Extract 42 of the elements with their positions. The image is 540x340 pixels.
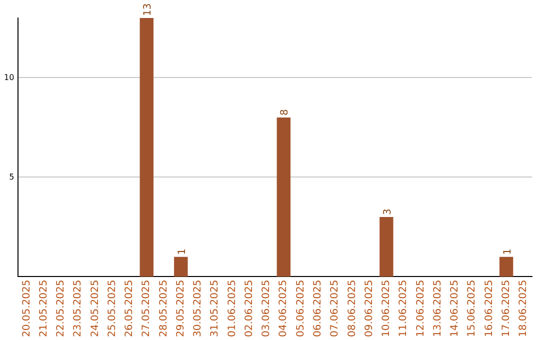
x-tick-label: 17.06.2025	[500, 280, 512, 338]
x-tick-label: 10.06.2025	[381, 280, 392, 338]
x-tick-label: 16.06.2025	[484, 280, 495, 338]
x-tick-label: 24.05.2025	[90, 280, 101, 338]
x-tick-label: 30.05.2025	[192, 280, 204, 338]
x-tick-label: 04.06.2025	[278, 280, 290, 338]
x-tick-label: 14.06.2025	[450, 280, 461, 338]
data-label: 13	[142, 3, 154, 16]
x-tick-label: 11.06.2025	[398, 280, 410, 338]
x-tick-label: 05.06.2025	[295, 280, 306, 338]
x-tick-label: 01.06.2025	[226, 280, 238, 338]
x-tick-label: 23.05.2025	[72, 280, 84, 338]
data-label: 8	[280, 109, 291, 116]
x-tick-label: 31.05.2025	[210, 280, 221, 338]
x-tick-label: 28.05.2025	[158, 280, 170, 338]
x-tick-label: 18.06.2025	[518, 280, 530, 338]
x-tick-label: 08.06.2025	[346, 280, 358, 338]
x-tick-label: 02.06.2025	[244, 280, 255, 338]
x-tick-label: 29.05.2025	[175, 280, 186, 338]
data-label: 1	[176, 248, 188, 255]
x-tick-label: 21.05.2025	[38, 280, 50, 338]
x-tick-label: 07.06.2025	[330, 280, 341, 338]
bar	[380, 217, 394, 277]
x-tick-label: 26.05.2025	[124, 280, 136, 338]
x-tick-label: 22.05.2025	[56, 280, 67, 338]
y-tick-label: 5	[9, 172, 14, 182]
x-tick-label: 27.05.2025	[141, 280, 152, 338]
data-label: 1	[502, 248, 514, 255]
x-tick-label: 15.06.2025	[466, 280, 478, 338]
x-tick-label: 13.06.2025	[432, 280, 444, 338]
bar	[174, 256, 188, 277]
bar	[276, 118, 291, 277]
x-tick-label: 09.06.2025	[364, 280, 375, 338]
x-tick-label: 25.05.2025	[106, 280, 118, 338]
bar	[499, 256, 514, 277]
x-tick-label: 20.05.2025	[21, 280, 32, 338]
y-tick-label: 10	[4, 72, 14, 82]
bar	[140, 18, 154, 277]
x-tick-label: 12.06.2025	[415, 280, 426, 338]
x-tick-label: 06.06.2025	[312, 280, 324, 338]
data-label: 3	[382, 208, 394, 216]
x-tick-label: 03.06.2025	[261, 280, 272, 338]
